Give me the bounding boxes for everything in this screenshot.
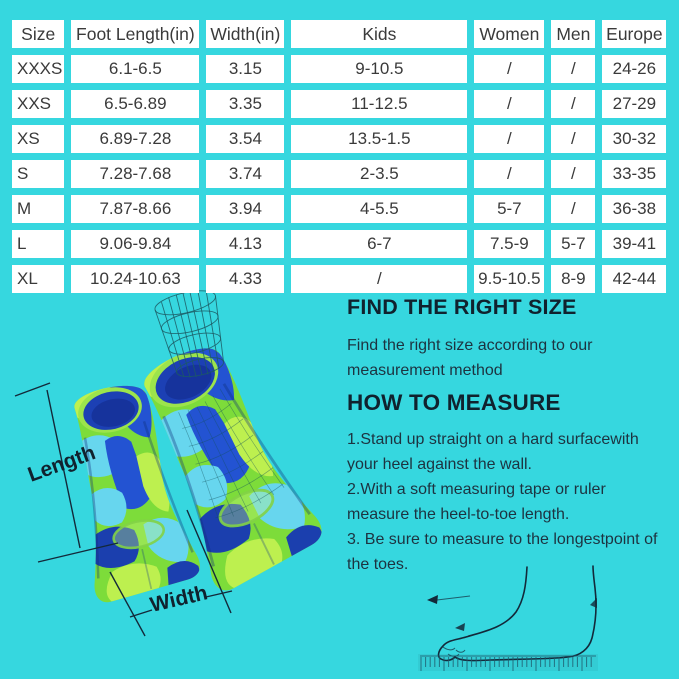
value-cell: 24-26: [602, 55, 667, 83]
value-cell: /: [474, 90, 545, 118]
value-cell: 3.94: [206, 195, 285, 223]
value-cell: /: [551, 125, 596, 153]
sizing-info: FIND THE RIGHT SIZE Find the right size …: [347, 295, 669, 584]
value-cell: /: [474, 55, 545, 83]
value-cell: 30-32: [602, 125, 667, 153]
how-to-measure-steps: 1.Stand up straight on a hard surfacewit…: [347, 431, 658, 573]
find-right-size-heading: FIND THE RIGHT SIZE: [347, 295, 577, 319]
table-row: M 7.87-8.66 3.94 4-5.5 5-7/36-38: [12, 195, 667, 223]
size-cell: L: [12, 230, 65, 258]
value-cell: 36-38: [602, 195, 667, 223]
table-row: S 7.28-7.68 3.74 2-3.5//33-35: [12, 160, 667, 188]
scan-mesh: [178, 388, 285, 522]
value-cell: 27-29: [602, 90, 667, 118]
header-width-in-: Width(in): [206, 20, 285, 48]
value-cell: 6.1-6.5: [71, 55, 200, 83]
header-foot-length-in-: Foot Length(in): [71, 20, 200, 48]
how-to-measure-heading: HOW TO MEASURE: [347, 390, 561, 415]
value-cell: 6-7: [291, 230, 468, 258]
table-row: XS 6.89-7.28 3.54 13.5-1.5//30-32: [12, 125, 667, 153]
value-cell: 39-41: [602, 230, 667, 258]
value-cell: 6.5-6.89: [71, 90, 200, 118]
foot-measure-diagram: [418, 565, 598, 671]
size-cell: XS: [12, 125, 65, 153]
value-cell: 2-3.5: [291, 160, 468, 188]
header-europe: Europe: [602, 20, 667, 48]
value-cell: 4.33: [206, 265, 285, 293]
value-cell: 8-9: [551, 265, 596, 293]
size-cell: S: [12, 160, 65, 188]
table-row: XXS 6.5-6.89 3.35 11-12.5//27-29: [12, 90, 667, 118]
value-cell: /: [551, 90, 596, 118]
header-size: Size: [12, 20, 65, 48]
toe-arrow: [427, 595, 438, 604]
value-cell: /: [474, 160, 545, 188]
toe-arrow-small: [455, 623, 465, 631]
size-cell: XXXS: [12, 55, 65, 83]
value-cell: 42-44: [602, 265, 667, 293]
value-cell: /: [551, 55, 596, 83]
value-cell: 3.74: [206, 160, 285, 188]
find-right-size-body: Find the right size according to our mea…: [347, 337, 593, 379]
value-cell: 5-7: [474, 195, 545, 223]
value-cell: 10.24-10.63: [71, 265, 200, 293]
value-cell: 11-12.5: [291, 90, 468, 118]
header-women: Women: [474, 20, 545, 48]
size-cell: XXS: [12, 90, 65, 118]
value-cell: 9-10.5: [291, 55, 468, 83]
value-cell: 3.15: [206, 55, 285, 83]
size-cell: M: [12, 195, 65, 223]
header-kids: Kids: [291, 20, 468, 48]
value-cell: 7.5-9: [474, 230, 545, 258]
table-row: XXXS 6.1-6.5 3.15 9-10.5//24-26: [12, 55, 667, 83]
value-cell: /: [551, 195, 596, 223]
value-cell: 13.5-1.5: [291, 125, 468, 153]
value-cell: /: [474, 125, 545, 153]
value-cell: 3.54: [206, 125, 285, 153]
ruler-ticks: [420, 657, 592, 671]
value-cell: 4-5.5: [291, 195, 468, 223]
length-label: Length: [25, 441, 99, 487]
table-header-row: Size Foot Length(in) Width(in) Kids Women Men…: [12, 20, 667, 48]
value-cell: /: [291, 265, 468, 293]
value-cell: 7.87-8.66: [71, 195, 200, 223]
table-row: XL 10.24-10.63 4.33/9.5-10.5 8-9 42-44: [12, 265, 667, 293]
value-cell: /: [551, 160, 596, 188]
value-cell: 4.13: [206, 230, 285, 258]
value-cell: 5-7: [551, 230, 596, 258]
size-table: Size Foot Length(in) Width(in) Kids Women Men…: [5, 13, 673, 300]
header-men: Men: [551, 20, 596, 48]
value-cell: 9.5-10.5: [474, 265, 545, 293]
value-cell: 7.28-7.68: [71, 160, 200, 188]
value-cell: 9.06-9.84: [71, 230, 200, 258]
size-cell: XL: [12, 265, 65, 293]
heel-arrow: [590, 598, 597, 608]
table-row: L 9.06-9.84 4.13 6-7 7.5-9 5-7 39-41: [12, 230, 667, 258]
value-cell: 33-35: [602, 160, 667, 188]
wireframe-cylinder: [154, 290, 225, 378]
value-cell: 3.35: [206, 90, 285, 118]
value-cell: 6.89-7.28: [71, 125, 200, 153]
